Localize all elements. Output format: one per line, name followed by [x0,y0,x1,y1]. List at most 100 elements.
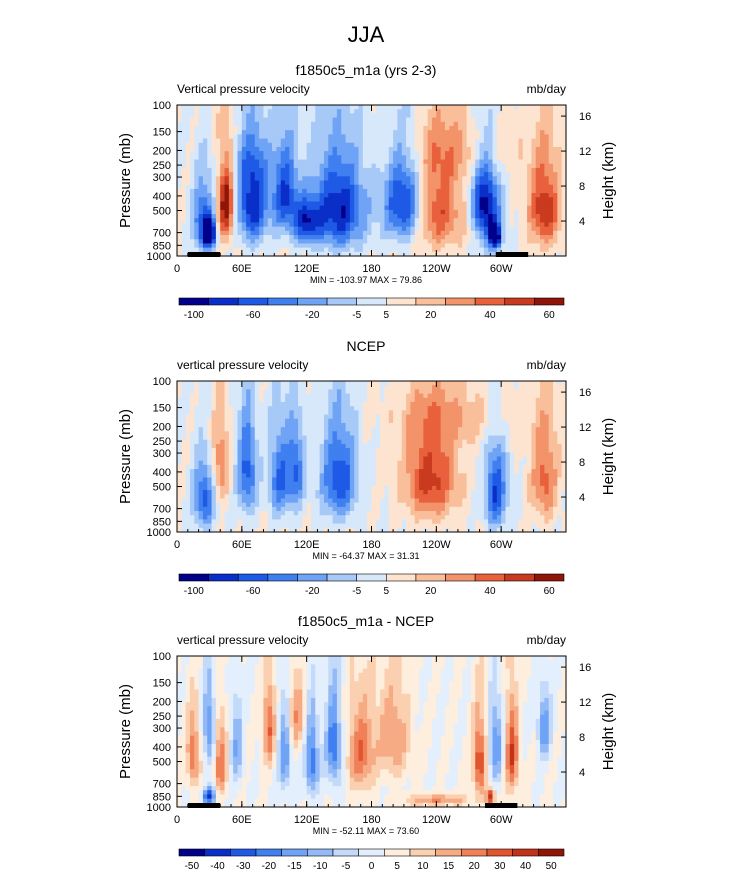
field-cell [358,389,364,395]
field-cell [280,414,286,420]
field-cell [501,239,507,245]
field-cell [202,159,208,165]
field-cell [393,235,399,240]
field-cell [233,506,239,512]
field-cell [488,230,494,236]
field-cell [189,494,195,500]
field-cell [367,209,373,215]
field-cell [224,172,230,177]
field-cell [267,414,273,420]
field-cell [267,456,273,462]
field-cell [371,222,377,228]
field-cell [354,184,360,190]
field-cell [198,443,204,449]
field-cell [228,201,234,207]
field-cell [501,226,507,232]
field-cell [362,151,368,156]
field-cell [341,519,347,525]
field-cell [453,251,459,257]
field-cell [181,464,187,470]
field-cell [276,527,282,533]
field-cell [518,167,524,173]
field-cell [246,381,252,386]
field-cell [289,381,295,386]
field-cell [189,519,195,525]
field-cell [220,439,226,445]
field-cell [215,130,221,135]
field-cell [362,435,368,441]
field-cell [349,251,355,257]
field-cell [535,142,541,148]
field-cell [432,180,437,186]
field-cell [280,397,286,403]
field-cell [354,159,360,165]
field-cell [522,218,528,224]
field-cell [540,125,545,131]
field-cell [181,218,187,224]
field-cell [263,519,269,525]
field-cell [414,201,420,207]
field-cell [228,205,234,211]
field-cell [241,401,247,407]
field-cell [401,226,407,232]
field-cell [285,125,290,131]
field-cell [310,155,316,161]
field-cell [263,414,269,420]
field-cell [177,209,182,215]
field-cell [397,125,403,131]
field-cell [367,452,373,458]
field-cell [310,469,316,474]
field-cell [319,251,325,257]
field-cell [328,146,334,152]
field-cell [362,502,368,508]
field-cell [462,239,468,245]
field-cell [380,247,386,253]
field-cell [423,222,429,228]
field-cell [302,381,308,386]
field-cell [194,435,200,441]
field-cell [198,469,204,474]
field-cell [419,163,424,169]
field-cell [224,473,230,479]
field-cell [215,247,221,253]
field-cell [310,506,316,512]
field-cell [220,222,226,228]
field-cell [380,226,386,232]
field-cell [302,389,308,395]
field-cell [250,159,256,165]
field-cell [341,469,347,474]
field-cell [310,251,316,257]
field-cell [272,117,278,123]
field-cell [207,222,213,228]
field-cell [293,184,299,190]
field-cell [436,151,442,156]
field-cell [406,167,411,173]
field-cell [315,243,321,249]
field-cell [561,226,567,232]
field-cell [492,172,498,177]
field-cell [302,414,308,420]
field-cell [259,239,265,245]
field-cell [354,481,360,487]
field-cell [263,410,269,416]
field-cell [181,439,187,445]
field-cell [371,105,377,110]
field-cell [323,163,329,169]
field-cell [233,130,239,135]
field-cell [371,214,377,219]
field-cell [250,172,256,177]
field-cell [177,381,182,386]
y2-axis-label: Height (km) [600,142,617,220]
field-cell [259,410,265,416]
field-cell [540,159,545,165]
field-cell [341,418,347,424]
field-cell [449,155,455,161]
field-cell [215,109,221,114]
field-cell [479,235,485,240]
field-cell [518,230,524,236]
field-cell [483,214,489,219]
field-cell [444,239,450,245]
field-cell [211,464,217,470]
field-cell [250,105,256,110]
field-cell [233,197,239,203]
